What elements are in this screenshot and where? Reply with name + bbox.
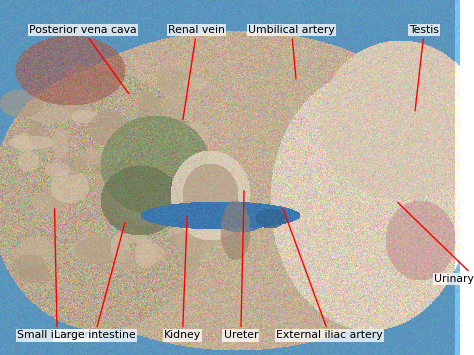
- Text: Umbilical artery: Umbilical artery: [248, 25, 335, 79]
- Text: Kidney: Kidney: [164, 216, 201, 340]
- Text: Urinary bladder: Urinary bladder: [398, 202, 474, 284]
- Text: Large intestine: Large intestine: [54, 223, 136, 340]
- Text: External iliac artery: External iliac artery: [276, 208, 383, 340]
- Text: Posterior vena cava: Posterior vena cava: [29, 25, 137, 94]
- Text: Small intestine: Small intestine: [17, 209, 98, 340]
- Text: Testis: Testis: [409, 25, 439, 111]
- Text: Ureter: Ureter: [224, 191, 258, 340]
- Text: Renal vein: Renal vein: [168, 25, 225, 120]
